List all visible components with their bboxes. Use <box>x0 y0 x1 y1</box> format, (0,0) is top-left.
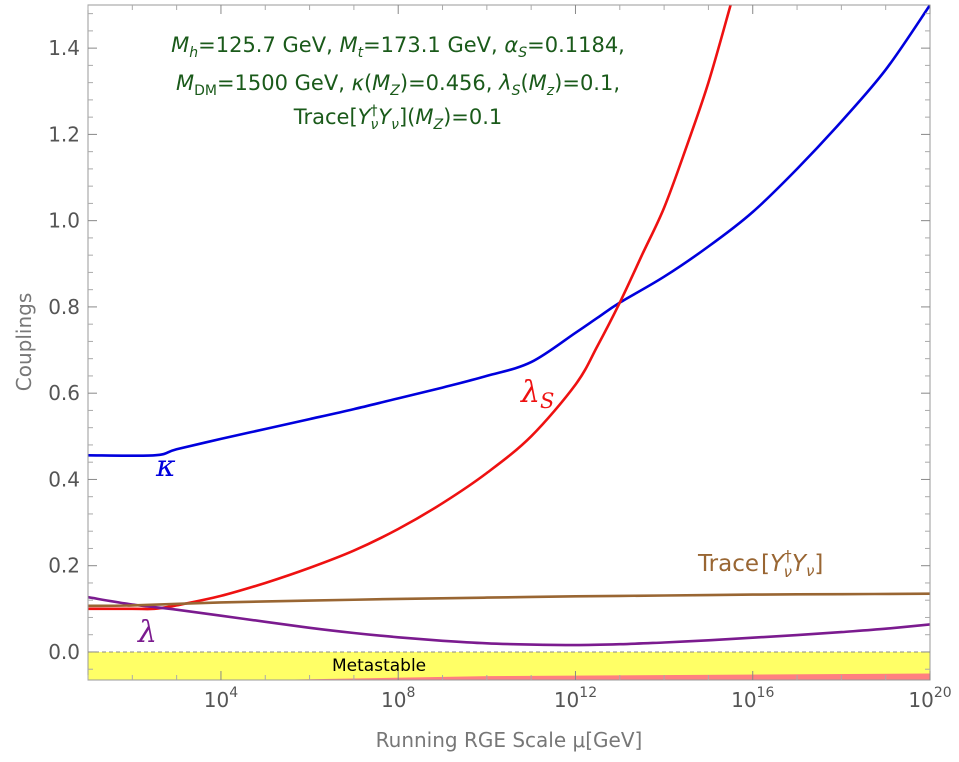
y-tick-label: 1.2 <box>48 122 80 146</box>
y-tick-label: 0.2 <box>48 554 80 578</box>
y-tick-label: 0.4 <box>48 467 80 491</box>
metastable-label: Metastable <box>332 656 426 676</box>
lambda-s-label: λS <box>520 375 554 413</box>
y-axis: 0.0 0.2 0.4 0.6 0.8 1.0 1.2 1.4 <box>48 13 930 670</box>
y-tick-label: 1.4 <box>48 36 80 60</box>
series-line-lambda <box>88 595 930 647</box>
annotation: Mh=125.7 GeV, Mt=173.1 GeV, αS=0.1184, M… <box>171 33 625 133</box>
plot-frame <box>87 4 931 681</box>
series-line-trace <box>88 592 930 608</box>
y-tick-label: 1.0 <box>48 209 80 233</box>
y-tick-label: 0.8 <box>48 295 80 319</box>
y-tick-label: 0.6 <box>48 381 80 405</box>
series-lines <box>88 5 930 647</box>
annotation-line-1: Mh=125.7 GeV, Mt=173.1 GeV, αS=0.1184, <box>171 33 625 61</box>
trace-label: Trace[Y† νYν] <box>697 547 823 581</box>
region-unstable <box>265 673 930 680</box>
x-tick-label: 104 <box>204 685 238 712</box>
x-tick-label: 1016 <box>731 685 774 712</box>
annotation-line-2: MDM=1500 GeV, κ(MZ)=0.456, λS(Mz)=0.1, <box>176 71 620 99</box>
plot-regions <box>88 651 930 680</box>
annotation-line-3: Trace[Y† νYν](MZ)=0.1 <box>293 103 503 133</box>
kappa-label: κ <box>155 449 176 484</box>
x-tick-label: 1020 <box>908 685 951 712</box>
x-tick-label: 108 <box>381 685 415 712</box>
series-line-lambda_S <box>88 5 732 611</box>
series-line-kappa <box>88 5 930 458</box>
x-tick-label: 1012 <box>554 685 597 712</box>
y-axis-title: Couplings <box>12 293 36 391</box>
x-axis: 104 108 1012 1016 1020 <box>87 5 952 712</box>
x-axis-title: Running RGE Scale μ[GeV] <box>376 728 643 752</box>
lambda-label: λ <box>137 615 157 650</box>
y-tick-label: 0.0 <box>48 640 80 664</box>
